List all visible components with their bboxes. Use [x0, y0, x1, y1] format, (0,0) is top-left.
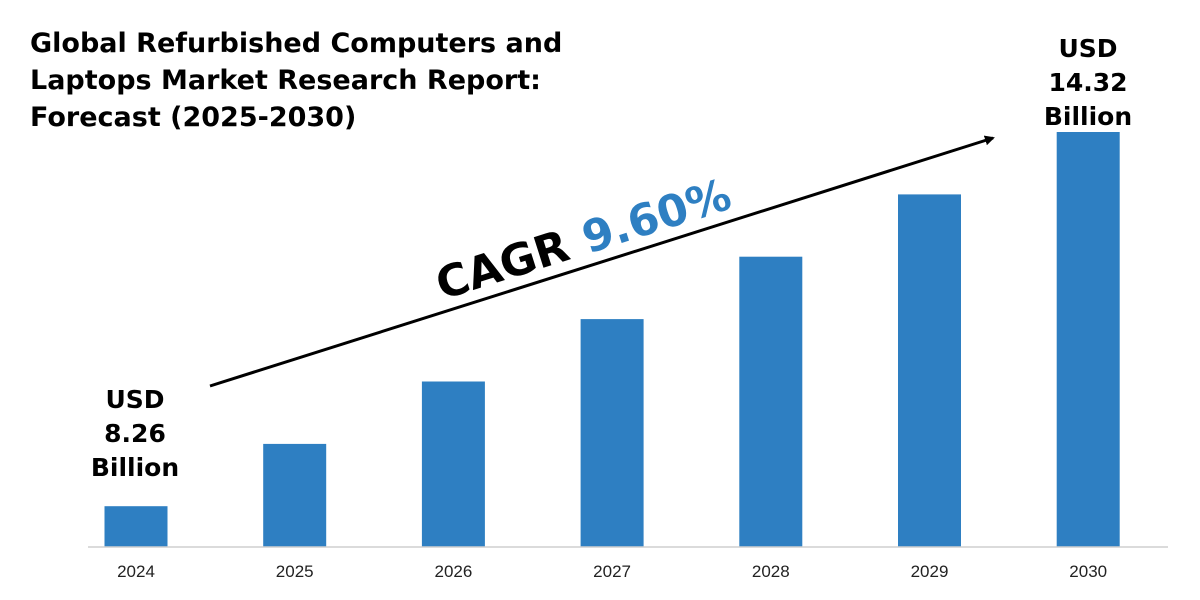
- x-tick-label-2029: 2029: [911, 562, 949, 581]
- svg-text:CAGR 9.60%: CAGR 9.60%: [430, 169, 737, 310]
- end-callout-line-1: USD: [1058, 34, 1117, 63]
- end-callout-line-3: Billion: [1044, 102, 1132, 131]
- start-callout-line-2: 8.26: [104, 419, 166, 448]
- cagr-annotation: CAGR 9.60%: [430, 169, 737, 310]
- bar-2030: [1056, 132, 1120, 547]
- x-tick-label-2025: 2025: [276, 562, 314, 581]
- cagr-label: CAGR: [430, 221, 575, 311]
- start-callout-line-3: Billion: [91, 453, 179, 482]
- start-value-callout: USD 8.26 Billion: [91, 385, 179, 482]
- bar-2026: [421, 381, 485, 547]
- cagr-value: 9.60%: [576, 169, 737, 264]
- bar-2029: [898, 194, 961, 547]
- x-tick-label-2027: 2027: [593, 562, 631, 581]
- trend-arrow: [209, 135, 995, 388]
- bar-series: [104, 132, 1120, 547]
- bar-2024: [104, 506, 168, 547]
- x-tick-label-2026: 2026: [434, 562, 472, 581]
- chart-title-line-1: Global Refurbished Computers and: [30, 28, 562, 59]
- bar-2027: [580, 319, 644, 547]
- chart-title: Global Refurbished Computers and Laptops…: [30, 28, 562, 133]
- start-callout-line-1: USD: [105, 385, 164, 414]
- x-tick-label-2028: 2028: [752, 562, 790, 581]
- x-axis-tick-labels: 2024 2025 2026 2027 2028 2029 2030: [117, 562, 1107, 581]
- end-callout-line-2: 14.32: [1048, 68, 1127, 97]
- end-value-callout: USD 14.32 Billion: [1044, 34, 1132, 131]
- chart-title-line-3: Forecast (2025-2030): [30, 102, 356, 133]
- bar-2025: [263, 443, 327, 547]
- x-tick-label-2030: 2030: [1069, 562, 1107, 581]
- chart-title-line-2: Laptops Market Research Report:: [30, 65, 541, 96]
- x-tick-label-2024: 2024: [117, 562, 155, 581]
- bar-2028: [739, 256, 803, 547]
